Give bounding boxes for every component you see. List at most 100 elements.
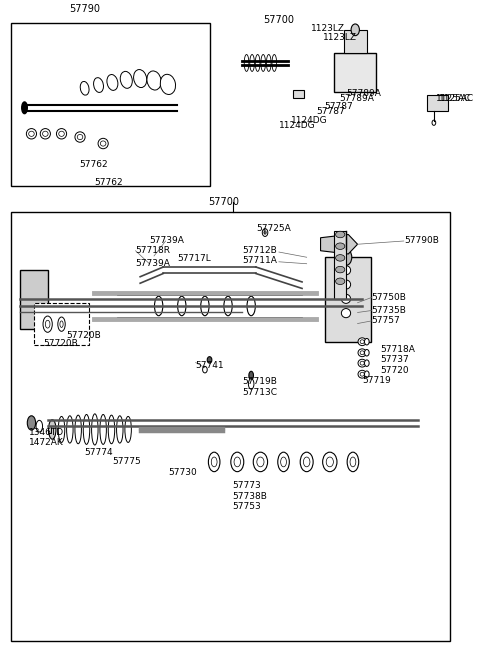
Text: 57700: 57700 bbox=[208, 197, 239, 207]
Text: 57739A: 57739A bbox=[149, 236, 184, 246]
Text: 1123LZ: 1123LZ bbox=[323, 33, 357, 42]
Text: 57773: 57773 bbox=[233, 481, 262, 491]
Polygon shape bbox=[321, 234, 358, 254]
Ellipse shape bbox=[224, 296, 232, 316]
Ellipse shape bbox=[255, 54, 260, 71]
Text: 57790B: 57790B bbox=[404, 236, 439, 246]
Ellipse shape bbox=[364, 339, 369, 345]
Ellipse shape bbox=[155, 296, 163, 316]
Ellipse shape bbox=[92, 414, 98, 445]
Ellipse shape bbox=[303, 457, 310, 467]
Ellipse shape bbox=[300, 452, 313, 472]
Ellipse shape bbox=[350, 457, 356, 467]
Text: 57753: 57753 bbox=[233, 502, 262, 512]
Ellipse shape bbox=[43, 131, 48, 136]
Ellipse shape bbox=[364, 350, 369, 356]
Ellipse shape bbox=[336, 243, 345, 250]
Ellipse shape bbox=[262, 229, 268, 236]
Ellipse shape bbox=[336, 267, 345, 273]
Ellipse shape bbox=[360, 361, 364, 365]
Ellipse shape bbox=[27, 416, 36, 430]
Text: 57787: 57787 bbox=[316, 107, 345, 115]
Text: 57719B: 57719B bbox=[242, 377, 277, 386]
Ellipse shape bbox=[100, 141, 106, 146]
Text: 57735B: 57735B bbox=[372, 306, 406, 315]
Ellipse shape bbox=[120, 71, 132, 88]
Text: 57713C: 57713C bbox=[242, 388, 277, 397]
Ellipse shape bbox=[358, 349, 366, 357]
Text: 1124DG: 1124DG bbox=[279, 121, 315, 130]
Ellipse shape bbox=[341, 294, 350, 303]
Ellipse shape bbox=[360, 372, 364, 376]
Ellipse shape bbox=[358, 359, 366, 367]
Ellipse shape bbox=[98, 138, 108, 149]
Ellipse shape bbox=[336, 278, 345, 284]
Bar bbox=[293, 90, 304, 98]
Ellipse shape bbox=[249, 371, 253, 380]
Text: 57719: 57719 bbox=[362, 376, 391, 385]
Ellipse shape bbox=[133, 69, 147, 88]
Ellipse shape bbox=[48, 420, 56, 440]
Ellipse shape bbox=[281, 457, 287, 467]
Ellipse shape bbox=[160, 74, 176, 94]
Ellipse shape bbox=[351, 24, 360, 35]
Text: 57717L: 57717L bbox=[177, 254, 211, 263]
Ellipse shape bbox=[107, 75, 118, 90]
Ellipse shape bbox=[360, 351, 364, 355]
Ellipse shape bbox=[364, 360, 369, 366]
Text: 57720: 57720 bbox=[381, 365, 409, 375]
Ellipse shape bbox=[340, 249, 352, 265]
Ellipse shape bbox=[272, 54, 276, 71]
Text: 1472AK: 1472AK bbox=[29, 438, 64, 447]
Ellipse shape bbox=[336, 231, 345, 238]
Ellipse shape bbox=[75, 415, 82, 443]
Ellipse shape bbox=[211, 457, 217, 467]
Ellipse shape bbox=[326, 457, 334, 467]
Bar bbox=[335, 52, 376, 92]
Ellipse shape bbox=[26, 128, 36, 139]
Text: 57718A: 57718A bbox=[381, 345, 416, 354]
Bar bbox=[20, 271, 48, 329]
Ellipse shape bbox=[36, 421, 43, 432]
Ellipse shape bbox=[100, 415, 107, 444]
Bar bbox=[11, 212, 450, 641]
Text: 57739A: 57739A bbox=[135, 259, 170, 269]
Text: 57774: 57774 bbox=[84, 447, 113, 457]
Bar bbox=[34, 303, 89, 345]
Text: 57757: 57757 bbox=[372, 316, 400, 326]
Bar bbox=[427, 95, 448, 111]
Ellipse shape bbox=[207, 357, 212, 363]
Text: 57725A: 57725A bbox=[256, 223, 290, 233]
Ellipse shape bbox=[117, 416, 123, 443]
Ellipse shape bbox=[358, 338, 366, 346]
Ellipse shape bbox=[278, 452, 289, 472]
Ellipse shape bbox=[266, 54, 271, 71]
Bar bbox=[48, 426, 51, 433]
Text: 57790: 57790 bbox=[69, 3, 100, 14]
Ellipse shape bbox=[358, 370, 366, 378]
Ellipse shape bbox=[323, 452, 337, 472]
Text: 57720B: 57720B bbox=[43, 339, 78, 348]
Ellipse shape bbox=[341, 280, 350, 289]
Ellipse shape bbox=[360, 340, 364, 344]
Ellipse shape bbox=[257, 457, 264, 467]
Ellipse shape bbox=[347, 452, 359, 472]
Text: 57730: 57730 bbox=[168, 468, 197, 477]
Ellipse shape bbox=[29, 131, 34, 136]
Ellipse shape bbox=[234, 457, 240, 467]
Ellipse shape bbox=[261, 54, 265, 71]
Text: 57762: 57762 bbox=[94, 178, 122, 187]
Text: 57738B: 57738B bbox=[233, 492, 267, 501]
Ellipse shape bbox=[59, 131, 64, 136]
Text: 57789A: 57789A bbox=[346, 89, 381, 98]
Ellipse shape bbox=[244, 54, 249, 71]
Text: 57712B: 57712B bbox=[242, 246, 276, 255]
Ellipse shape bbox=[60, 321, 63, 328]
Ellipse shape bbox=[83, 415, 90, 444]
Text: 1125AC: 1125AC bbox=[439, 94, 474, 103]
Bar bbox=[325, 257, 372, 342]
Ellipse shape bbox=[94, 78, 104, 92]
Ellipse shape bbox=[75, 132, 85, 142]
Bar bbox=[335, 231, 346, 299]
Ellipse shape bbox=[203, 366, 207, 373]
